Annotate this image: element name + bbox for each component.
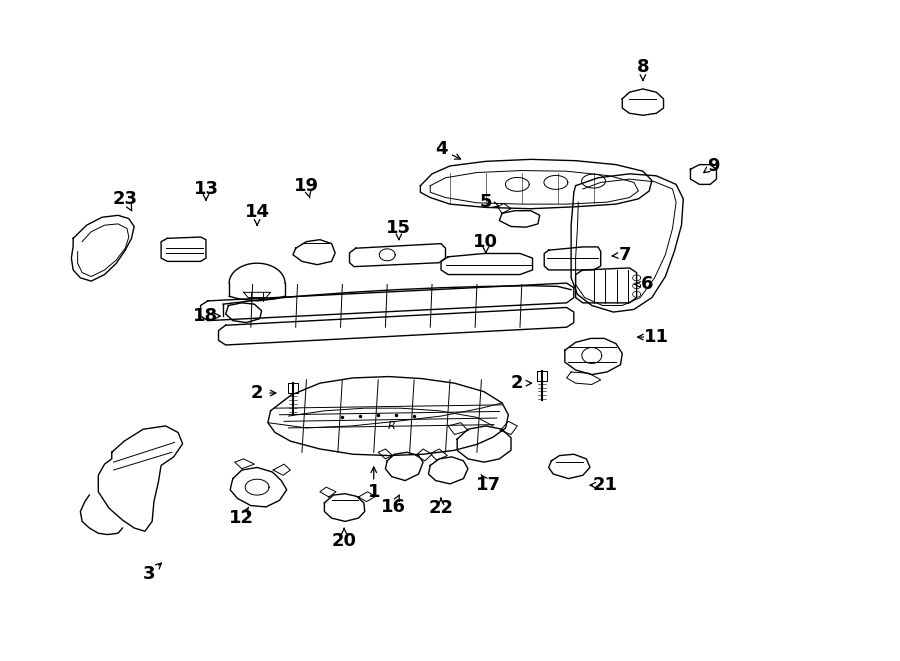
Text: 21: 21 [593,476,617,494]
Text: 16: 16 [381,498,406,516]
Text: R: R [388,421,396,431]
Text: 13: 13 [194,180,219,198]
Text: 23: 23 [112,190,138,208]
Text: 11: 11 [644,328,669,346]
Text: 2: 2 [251,384,264,402]
Text: 7: 7 [618,246,631,264]
Text: 3: 3 [143,565,156,583]
Text: 18: 18 [194,307,219,325]
Text: 17: 17 [476,476,501,494]
Text: 15: 15 [386,219,411,237]
Text: 14: 14 [245,203,270,221]
Text: 2: 2 [511,374,524,392]
Text: 4: 4 [435,141,447,159]
Text: 12: 12 [230,509,255,527]
Text: 22: 22 [428,499,454,517]
Text: 19: 19 [294,176,319,195]
Text: 8: 8 [636,58,649,76]
Text: 1: 1 [367,483,380,501]
Text: 6: 6 [641,276,653,293]
Text: 9: 9 [706,157,719,175]
Text: 20: 20 [331,532,356,550]
Text: 10: 10 [473,233,499,251]
Text: 5: 5 [480,193,492,211]
